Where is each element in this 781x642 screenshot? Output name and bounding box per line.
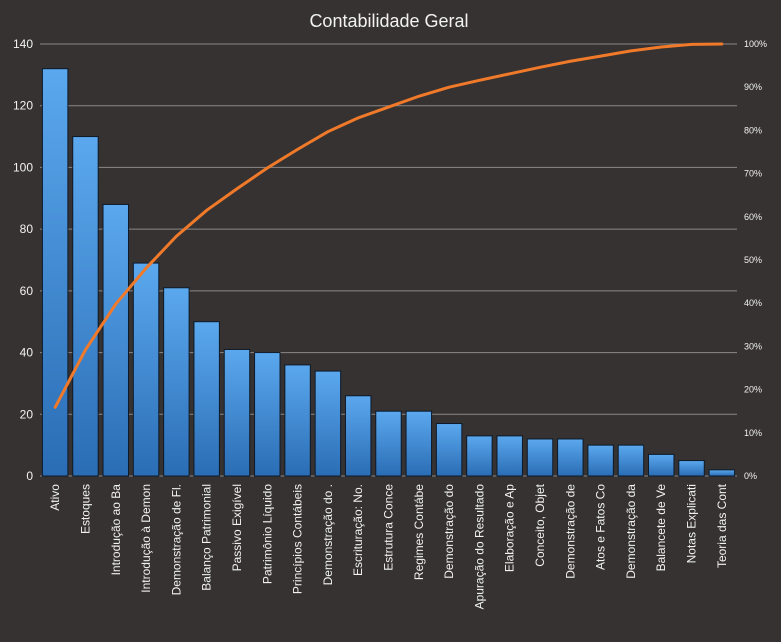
x-axis: Ativo Estoques Introdução ao Ba Introdução … [48, 483, 729, 609]
y-axis-right: 0% 10% 20% 30% 40% 50% 60% 70% 80% 90% 100% [744, 39, 767, 481]
x-category-label: Demonstração do . [321, 484, 335, 585]
y-tick-label: 60 [20, 284, 34, 298]
x-category-label: Demonstração da [624, 484, 638, 579]
x-category-label: Estrutura Conce [382, 484, 396, 571]
y2-tick-label: 30% [744, 341, 762, 351]
x-category-label: Apuração do Resultado [472, 484, 486, 610]
bar [284, 364, 311, 477]
x-category-label: Princípios Contábeis [291, 484, 305, 594]
y-tick-label: 40 [20, 346, 34, 360]
cumulative-percent-line [53, 42, 724, 409]
y2-tick-label: 40% [744, 298, 762, 308]
bar [708, 469, 736, 477]
bar [193, 321, 220, 477]
cumulative-line-group [53, 42, 724, 409]
y-tick-label: 120 [13, 99, 33, 113]
bar [526, 438, 554, 477]
bar [617, 444, 645, 477]
y-tick-label: 0 [26, 469, 33, 483]
bar [557, 438, 584, 477]
x-category-label: Conceito, Objet [533, 483, 547, 566]
bar [496, 435, 523, 477]
bar [132, 262, 160, 477]
bar [41, 68, 69, 477]
x-category-label: Estoques [78, 484, 92, 534]
x-category-label: Demonstração de [563, 484, 577, 579]
bar [72, 136, 99, 477]
y-axis-left: 0 20 40 60 80 100 120 140 [13, 37, 33, 483]
x-category-label: Passivo Exigível [230, 484, 244, 571]
y2-tick-label: 60% [744, 212, 762, 222]
chart-title: Contabilidade Geral [309, 11, 468, 31]
bar [223, 348, 251, 477]
y2-tick-label: 0% [744, 471, 757, 481]
x-category-label: Balancete de Ve [654, 484, 668, 572]
x-category-label: Teoria das Cont [715, 483, 729, 568]
bar [344, 395, 372, 477]
bars [41, 68, 736, 477]
y-tick-label: 80 [20, 222, 34, 236]
bar [163, 287, 190, 477]
x-category-label: Introdução ao Ba [109, 484, 123, 576]
bar [466, 435, 493, 477]
x-category-label: Atos e Fatos Co [594, 484, 608, 570]
x-category-label: Introdução à Demon [139, 484, 153, 593]
y-tick-label: 100 [13, 160, 33, 174]
x-category-label: Ativo [48, 484, 62, 511]
y2-tick-label: 50% [744, 255, 762, 265]
bar [102, 203, 129, 477]
bar [678, 460, 705, 477]
y2-tick-label: 100% [744, 39, 767, 49]
x-category-label: Patrimônio Líquido [260, 484, 274, 584]
x-category-label: Notas Explicati [685, 484, 699, 563]
y2-tick-label: 70% [744, 169, 762, 179]
y-tick-label: 140 [13, 37, 33, 51]
x-category-label: Balanço Patrimonial [200, 484, 214, 591]
x-category-label: Demonstração do [442, 484, 456, 579]
bar [648, 453, 675, 477]
bar [314, 370, 342, 477]
x-category-label: Escrituração: No. [351, 484, 365, 576]
bar [435, 423, 463, 477]
y2-tick-label: 90% [744, 82, 762, 92]
y2-tick-label: 10% [744, 428, 762, 438]
x-category-label: Elaboração e Ap [503, 484, 517, 572]
bar [254, 352, 281, 477]
y2-tick-label: 20% [744, 385, 762, 395]
y2-tick-label: 80% [744, 125, 762, 135]
bar [405, 410, 433, 477]
y-tick-label: 20 [20, 407, 34, 421]
bar [375, 410, 402, 477]
x-category-label: Demonstração de Fl. [169, 484, 183, 595]
bar [587, 444, 614, 477]
x-category-label: Regimes Contábe [412, 484, 426, 580]
